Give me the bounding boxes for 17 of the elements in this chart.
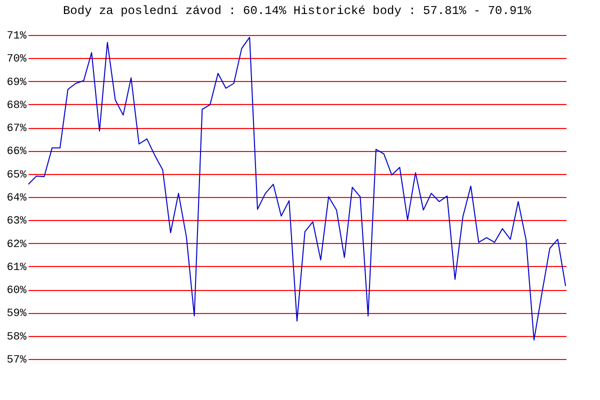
y-tick-label: 65% <box>6 169 27 182</box>
y-tick-label: 67% <box>6 123 27 136</box>
y-tick-label: 69% <box>6 76 27 89</box>
y-tick-label: 63% <box>6 216 27 228</box>
y-tick-label: 60% <box>6 285 27 298</box>
y-tick-label: 64% <box>6 192 27 204</box>
y-tick-label: 59% <box>6 308 27 320</box>
y-tick-label: 57% <box>6 354 27 366</box>
chart-title: Body za poslední závod : 60.14% Historické body : 57.81% - 70.91% <box>62 4 532 18</box>
y-tick-label: 66% <box>6 146 27 158</box>
y-tick-label: 58% <box>6 331 27 344</box>
y-tick-label: 71% <box>6 30 27 42</box>
y-tick-label: 62% <box>6 238 27 251</box>
y-tick-label: 70% <box>6 54 27 66</box>
y-tick-label: 61% <box>6 262 27 274</box>
line-series <box>28 36 566 341</box>
y-tick-label: 68% <box>6 100 27 112</box>
